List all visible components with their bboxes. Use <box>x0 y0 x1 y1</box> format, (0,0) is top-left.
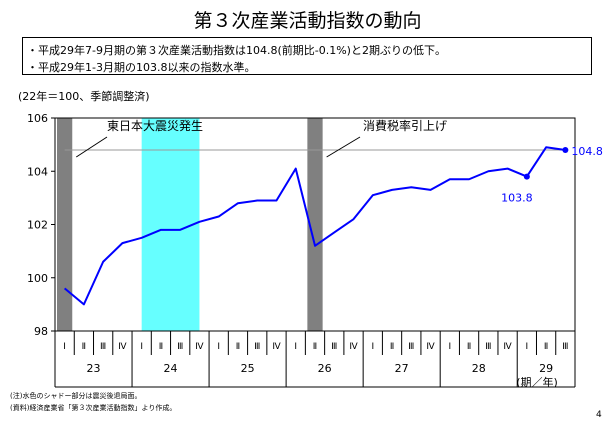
annotation-label: 消費税率引上げ <box>363 118 447 133</box>
footnote-source: (資料)経済産業省「第３次産業活動指数」より作成。 <box>10 404 177 412</box>
x-quarter-label: Ⅳ <box>349 342 358 352</box>
data-point <box>523 173 530 180</box>
x-quarter-label: Ⅲ <box>331 342 337 352</box>
x-quarter-label: Ⅰ <box>217 342 220 352</box>
annotation-label: 東日本大震災発生 <box>107 119 203 133</box>
x-year-label: 29 <box>539 362 553 375</box>
y-tick-label: 100 <box>27 272 48 285</box>
x-quarter-label: Ⅳ <box>195 342 204 352</box>
x-quarter-label: Ⅱ <box>159 342 163 352</box>
x-quarter-label: Ⅳ <box>272 342 281 352</box>
x-quarter-label: Ⅰ <box>448 342 451 352</box>
summary-bullet-2: ・平成29年1-3月期の103.8以来の指数水準。 <box>27 61 256 74</box>
x-year-label: 26 <box>318 362 332 375</box>
data-label: 104.8 <box>571 145 603 158</box>
page-number: 4 <box>596 410 602 420</box>
x-quarter-label: Ⅲ <box>100 342 106 352</box>
x-quarter-label: Ⅲ <box>485 342 491 352</box>
summary-box: ・平成29年7-9月期の第３次産業活動指数は104.8(前期比-0.1%)と2期… <box>22 37 592 75</box>
x-year-label: 23 <box>87 362 101 375</box>
annotation-arrow <box>75 136 108 158</box>
page-title: 第３次産業活動指数の動向 <box>193 10 422 32</box>
cyan-shade-band <box>141 118 200 331</box>
x-quarter-label: Ⅳ <box>118 342 127 352</box>
unit-note: (22年＝100、季節調整済) <box>18 90 150 103</box>
annotation-arrow <box>326 136 361 158</box>
gray-shade-bar-1 <box>307 118 323 331</box>
x-quarter-label: Ⅰ <box>294 342 297 352</box>
x-axis-unit-label: (期／年) <box>516 375 558 389</box>
x-quarter-label: Ⅲ <box>562 342 568 352</box>
footnote-shading: (注)水色のシャドー部分は震災後退局面。 <box>10 392 142 400</box>
x-quarter-label: Ⅰ <box>63 342 66 352</box>
x-quarter-label: Ⅳ <box>426 342 435 352</box>
x-year-label: 25 <box>241 362 255 375</box>
x-quarter-label: Ⅲ <box>408 342 414 352</box>
x-quarter-label: Ⅱ <box>313 342 317 352</box>
x-quarter-label: Ⅰ <box>371 342 374 352</box>
x-quarter-label: Ⅱ <box>467 342 471 352</box>
x-year-label: 27 <box>395 362 409 375</box>
x-quarter-label: Ⅰ <box>140 342 143 352</box>
x-quarter-label: Ⅲ <box>254 342 260 352</box>
x-quarter-label: Ⅲ <box>177 342 183 352</box>
y-tick-label: 104 <box>27 165 48 178</box>
series-line <box>63 146 566 306</box>
x-quarter-label: Ⅱ <box>236 342 240 352</box>
x-quarter-label: Ⅳ <box>503 342 512 352</box>
y-tick-label: 102 <box>27 219 48 232</box>
x-quarter-label: Ⅱ <box>82 342 86 352</box>
x-quarter-label: Ⅰ <box>526 342 529 352</box>
x-year-label: 24 <box>164 362 178 375</box>
y-tick-label: 98 <box>34 325 48 338</box>
x-year-label: 28 <box>472 362 486 375</box>
x-quarter-label: Ⅱ <box>544 342 548 352</box>
x-quarter-label: Ⅱ <box>390 342 394 352</box>
summary-bullet-1: ・平成29年7-9月期の第３次産業活動指数は104.8(前期比-0.1%)と2期… <box>27 44 446 57</box>
data-point <box>562 146 569 153</box>
data-label: 103.8 <box>501 192 533 205</box>
gray-shade-bar-0 <box>57 118 73 331</box>
y-tick-label: 106 <box>27 112 48 125</box>
